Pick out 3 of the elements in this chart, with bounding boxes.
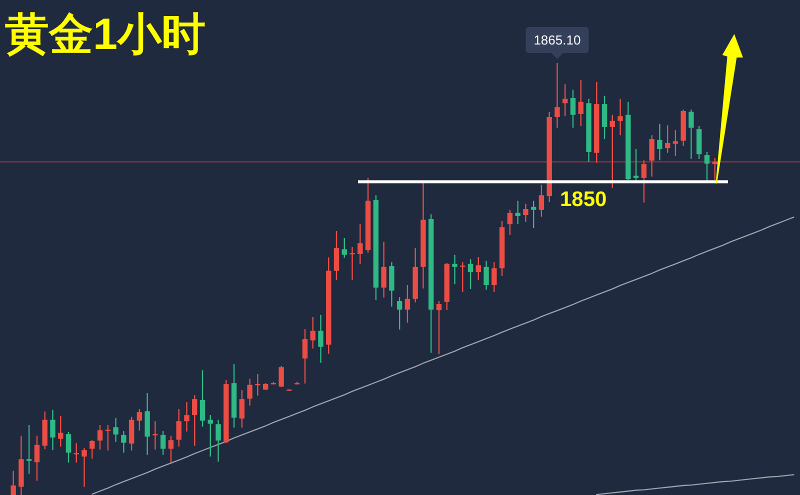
chart-title: 黄金1小时	[5, 10, 206, 59]
annotation: 1850	[560, 188, 607, 211]
annotation: 1865.10	[534, 32, 581, 48]
